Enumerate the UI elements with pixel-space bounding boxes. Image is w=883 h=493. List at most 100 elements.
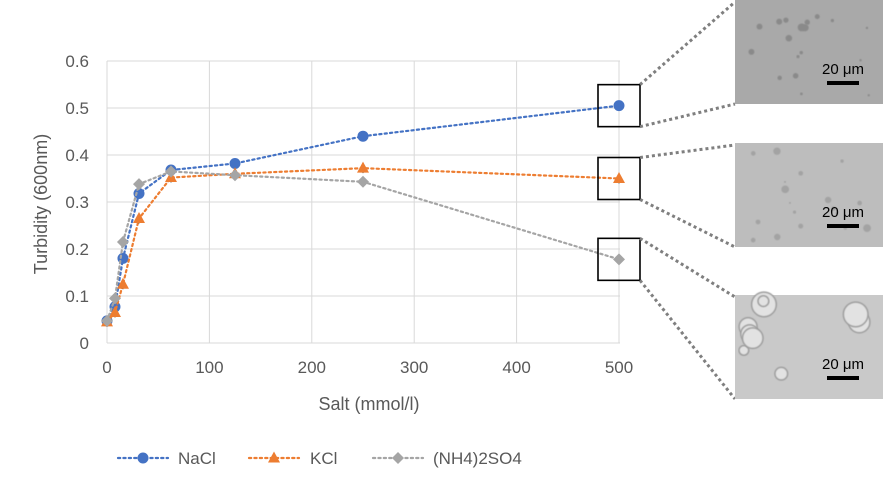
droplet	[840, 159, 844, 163]
data-point	[357, 161, 369, 173]
droplet	[757, 294, 770, 308]
droplet	[792, 73, 799, 79]
legend-item-1: KCl	[247, 449, 337, 468]
scale-bar	[827, 376, 859, 380]
x-axis-title: Salt (mmol/l)	[318, 394, 419, 414]
droplet	[792, 210, 797, 214]
droplet	[773, 147, 781, 155]
data-point	[108, 292, 121, 305]
data-point	[357, 175, 369, 188]
data-point	[229, 157, 241, 169]
y-tick-label: 0.3	[65, 193, 89, 212]
droplet	[867, 94, 870, 97]
highlight-box	[597, 156, 641, 201]
scale-bar-label: 20 μm	[822, 61, 864, 78]
droplet	[800, 92, 803, 96]
y-tick-label: 0.6	[65, 52, 89, 71]
micrograph-0: 20 μm	[735, 0, 883, 104]
droplet	[831, 206, 836, 211]
y-axis-title: Turbidity (600nm)	[31, 134, 51, 274]
droplet	[865, 26, 869, 30]
legend-label: (NH4)2SO4	[433, 449, 522, 468]
droplet	[748, 48, 755, 55]
droplet	[857, 200, 863, 206]
droplet	[835, 211, 839, 215]
series-2	[101, 165, 625, 327]
x-tick-label: 500	[605, 358, 633, 377]
data-point	[357, 130, 369, 142]
connector-line	[639, 198, 736, 249]
legend-marker	[392, 452, 404, 464]
scale-bar	[827, 224, 859, 228]
droplet	[783, 17, 789, 23]
y-tick-label: 0.4	[65, 146, 89, 165]
y-tick-label: 0.5	[65, 99, 89, 118]
legend-label: KCl	[310, 449, 337, 468]
x-tick-label: 0	[102, 358, 111, 377]
scale-bar-label: 20 μm	[822, 356, 864, 373]
droplet	[830, 18, 835, 23]
y-tick-label: 0.1	[65, 287, 89, 306]
droplet	[842, 301, 869, 328]
legend-marker	[137, 452, 149, 464]
scale-bar-label: 20 μm	[822, 204, 864, 221]
data-point	[108, 305, 121, 317]
data-point	[116, 277, 129, 289]
data-point	[165, 165, 177, 178]
droplet	[738, 344, 750, 356]
connector-line	[639, 102, 736, 129]
connector-line	[639, 237, 736, 299]
data-point	[613, 100, 625, 112]
droplet	[814, 14, 820, 20]
droplet	[785, 34, 793, 42]
droplet	[774, 233, 781, 241]
droplet	[798, 170, 804, 176]
legend-item-2: (NH4)2SO4	[371, 449, 522, 468]
connector-line	[638, 279, 737, 400]
data-point	[613, 172, 625, 183]
legend-marker	[268, 451, 280, 463]
micrograph-2: 20 μm	[735, 291, 883, 399]
droplet	[741, 327, 764, 350]
data-point	[133, 211, 145, 223]
droplet	[774, 366, 789, 381]
droplet	[799, 50, 804, 55]
highlight-box	[597, 237, 641, 282]
legend-label: NaCl	[178, 449, 216, 468]
connector-line	[639, 143, 736, 159]
connector-line	[639, 0, 736, 86]
droplet	[863, 224, 871, 233]
micrograph-background	[735, 143, 883, 247]
droplet	[801, 24, 809, 32]
droplet	[804, 19, 810, 25]
data-point	[613, 253, 625, 266]
droplet	[750, 237, 756, 243]
droplet	[859, 58, 862, 62]
droplet	[798, 223, 804, 229]
micrograph-1: 20 μm	[735, 143, 883, 247]
droplet	[777, 75, 782, 81]
droplet	[750, 151, 756, 156]
scale-bar	[827, 81, 859, 85]
droplet	[824, 196, 832, 204]
droplet	[756, 23, 763, 30]
x-tick-label: 200	[298, 358, 326, 377]
micrograph-background	[735, 0, 883, 104]
droplet	[755, 219, 761, 225]
data-point	[133, 188, 145, 200]
droplet	[788, 201, 791, 204]
y-tick-label: 0.2	[65, 240, 89, 259]
droplet	[781, 185, 790, 194]
data-point	[229, 169, 241, 182]
data-point	[101, 314, 113, 327]
series-0	[101, 100, 625, 327]
highlight-box	[597, 83, 641, 128]
series-line	[105, 170, 621, 323]
data-point	[133, 178, 145, 191]
y-tick-label: 0	[80, 334, 89, 353]
data-point	[116, 235, 129, 248]
x-tick-label: 100	[195, 358, 223, 377]
series-line	[105, 167, 621, 323]
x-tick-label: 300	[400, 358, 428, 377]
